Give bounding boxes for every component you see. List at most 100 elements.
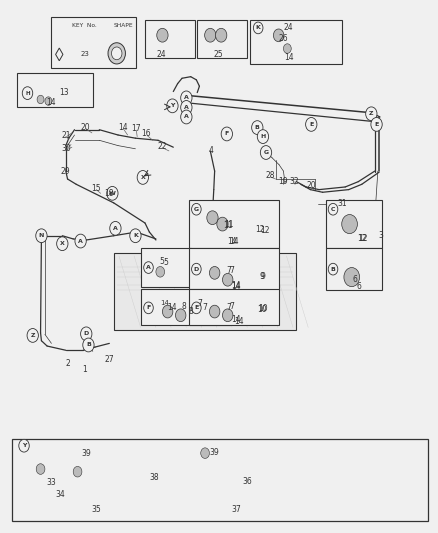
Circle shape: [75, 234, 86, 248]
Circle shape: [181, 110, 192, 124]
Circle shape: [157, 28, 168, 42]
Circle shape: [110, 221, 121, 235]
Text: 14: 14: [234, 317, 244, 326]
Text: 30: 30: [61, 144, 71, 153]
Circle shape: [366, 107, 377, 120]
Text: H: H: [260, 134, 265, 139]
Circle shape: [215, 28, 227, 42]
Circle shape: [112, 47, 122, 60]
Text: N: N: [39, 233, 44, 238]
Text: 39: 39: [81, 449, 91, 458]
Text: G: G: [194, 207, 199, 212]
Text: 31: 31: [337, 199, 346, 208]
Text: 7: 7: [203, 303, 208, 312]
Circle shape: [36, 229, 47, 243]
Circle shape: [73, 466, 82, 477]
Text: D: D: [194, 266, 199, 272]
Text: 7: 7: [226, 303, 231, 312]
Circle shape: [57, 237, 68, 251]
Text: KEY  No.: KEY No.: [72, 23, 96, 28]
Text: 12: 12: [358, 234, 367, 243]
Circle shape: [162, 305, 173, 318]
Circle shape: [273, 29, 284, 42]
Circle shape: [223, 273, 233, 286]
Text: A: A: [113, 226, 118, 231]
Text: 24: 24: [284, 23, 293, 33]
Text: H: H: [25, 91, 30, 95]
Text: 7: 7: [230, 302, 234, 311]
Text: 14: 14: [230, 237, 239, 246]
Text: 36: 36: [242, 477, 252, 486]
Circle shape: [260, 146, 272, 159]
Text: F: F: [225, 132, 229, 136]
Circle shape: [191, 302, 201, 314]
Text: Y: Y: [170, 103, 175, 108]
Text: A: A: [78, 239, 83, 244]
Text: X: X: [141, 175, 145, 180]
Circle shape: [217, 217, 228, 231]
Bar: [114, 253, 296, 330]
Text: K: K: [256, 26, 261, 30]
Text: 12: 12: [260, 226, 269, 235]
Text: X: X: [60, 241, 65, 246]
Circle shape: [156, 266, 165, 277]
Text: B: B: [86, 343, 91, 348]
Text: 11: 11: [223, 221, 233, 230]
Text: B: B: [255, 125, 260, 130]
Text: Z: Z: [369, 111, 374, 116]
Bar: [12, 439, 428, 521]
Text: 17: 17: [131, 124, 141, 133]
Bar: [17, 73, 93, 108]
Circle shape: [209, 266, 220, 279]
Text: 14: 14: [167, 303, 177, 312]
Text: E: E: [194, 305, 198, 310]
Text: 10: 10: [258, 304, 267, 313]
Text: 20: 20: [81, 123, 90, 132]
Circle shape: [191, 204, 201, 215]
Bar: [197, 20, 247, 58]
Bar: [189, 289, 279, 325]
Text: C: C: [331, 207, 335, 212]
Text: A: A: [146, 265, 151, 270]
Text: E: E: [374, 122, 379, 127]
Circle shape: [306, 117, 317, 131]
Text: F: F: [146, 305, 151, 310]
Text: 37: 37: [232, 505, 241, 514]
Text: 13: 13: [60, 88, 69, 97]
Text: 4: 4: [209, 147, 214, 156]
Text: 6: 6: [357, 281, 362, 290]
Text: 2: 2: [65, 359, 70, 367]
Text: 14: 14: [284, 53, 293, 62]
Circle shape: [328, 204, 338, 215]
Text: 11: 11: [224, 220, 233, 229]
Text: 16: 16: [141, 130, 151, 139]
Bar: [51, 17, 136, 68]
Text: 19: 19: [279, 177, 288, 186]
Text: 27: 27: [105, 355, 114, 364]
Text: A: A: [184, 95, 189, 100]
Bar: [145, 20, 195, 58]
Circle shape: [107, 187, 118, 200]
Text: 33: 33: [46, 478, 57, 487]
Bar: [325, 200, 382, 248]
Circle shape: [191, 263, 201, 275]
Circle shape: [83, 338, 94, 352]
Circle shape: [221, 127, 233, 141]
Text: 29: 29: [61, 166, 71, 175]
Circle shape: [344, 268, 360, 287]
Circle shape: [223, 309, 233, 321]
Circle shape: [252, 120, 263, 134]
Circle shape: [167, 99, 178, 113]
Text: Y: Y: [22, 443, 26, 448]
Text: 14: 14: [231, 315, 240, 324]
Text: 5: 5: [159, 257, 164, 265]
Text: 14: 14: [231, 280, 240, 289]
Text: 14: 14: [232, 282, 241, 291]
Text: E: E: [309, 122, 314, 127]
Text: 21: 21: [62, 131, 71, 140]
Circle shape: [137, 171, 148, 184]
Text: 7: 7: [226, 266, 231, 275]
Circle shape: [36, 464, 45, 474]
Text: 23: 23: [81, 51, 89, 58]
Text: 39: 39: [210, 448, 219, 457]
